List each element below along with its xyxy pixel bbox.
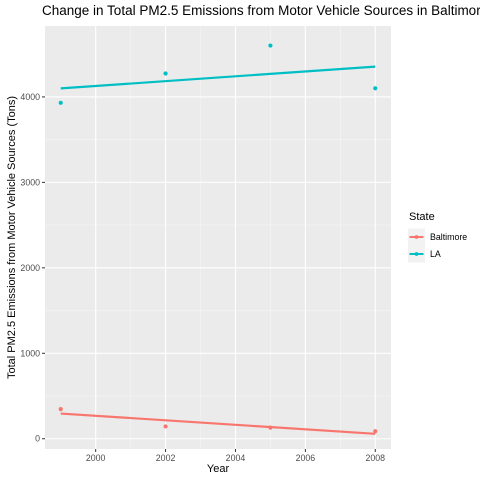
plot-panel	[45, 26, 391, 449]
trend-lines	[60, 65, 376, 435]
chart-title: Change in Total PM2.5 Emissions from Mot…	[42, 3, 480, 18]
grid	[45, 26, 391, 449]
y-tick-label: 2000	[20, 263, 40, 273]
x-axis-ticks: 2000 2002 2004 2006 2008	[86, 449, 385, 463]
y-tick-label: 4000	[20, 92, 40, 102]
y-tick-label: 1000	[20, 348, 40, 358]
legend-marker-la	[414, 252, 419, 256]
legend-label-baltimore: Baltimore	[430, 232, 467, 242]
data-point-baltimore	[373, 429, 378, 434]
data-point-la	[58, 100, 63, 105]
x-tick-label: 2006	[296, 453, 316, 463]
x-tick-label: 2000	[86, 453, 106, 463]
data-point-la	[373, 86, 378, 91]
x-tick-label: 2002	[156, 453, 176, 463]
trend-line-baltimore	[60, 412, 376, 435]
y-tick-label: 0	[35, 434, 40, 444]
y-axis-title: Total PM2.5 Emissions from Motor Vehicle…	[6, 96, 18, 379]
x-tick-label: 2004	[226, 453, 246, 463]
data-point-la	[163, 71, 168, 76]
data-point-baltimore	[268, 425, 273, 430]
y-tick-label: 3000	[20, 177, 40, 187]
data-points	[58, 43, 378, 434]
trend-line-la	[60, 65, 376, 90]
data-point-baltimore	[163, 424, 168, 429]
legend-marker-baltimore	[414, 235, 419, 239]
legend-label-la: LA	[430, 249, 441, 259]
data-point-la	[268, 43, 273, 48]
legend: Baltimore LA	[408, 228, 467, 263]
x-axis-title: Year	[207, 463, 230, 475]
legend-title: State	[409, 211, 435, 223]
y-axis-ticks: 0 1000 2000 3000 4000	[20, 92, 45, 444]
data-point-baltimore	[58, 406, 63, 412]
x-tick-label: 2008	[365, 453, 385, 463]
